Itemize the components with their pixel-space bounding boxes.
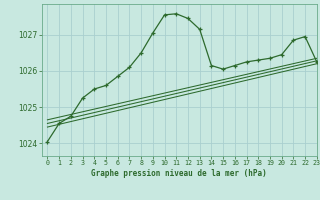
X-axis label: Graphe pression niveau de la mer (hPa): Graphe pression niveau de la mer (hPa) bbox=[91, 169, 267, 178]
